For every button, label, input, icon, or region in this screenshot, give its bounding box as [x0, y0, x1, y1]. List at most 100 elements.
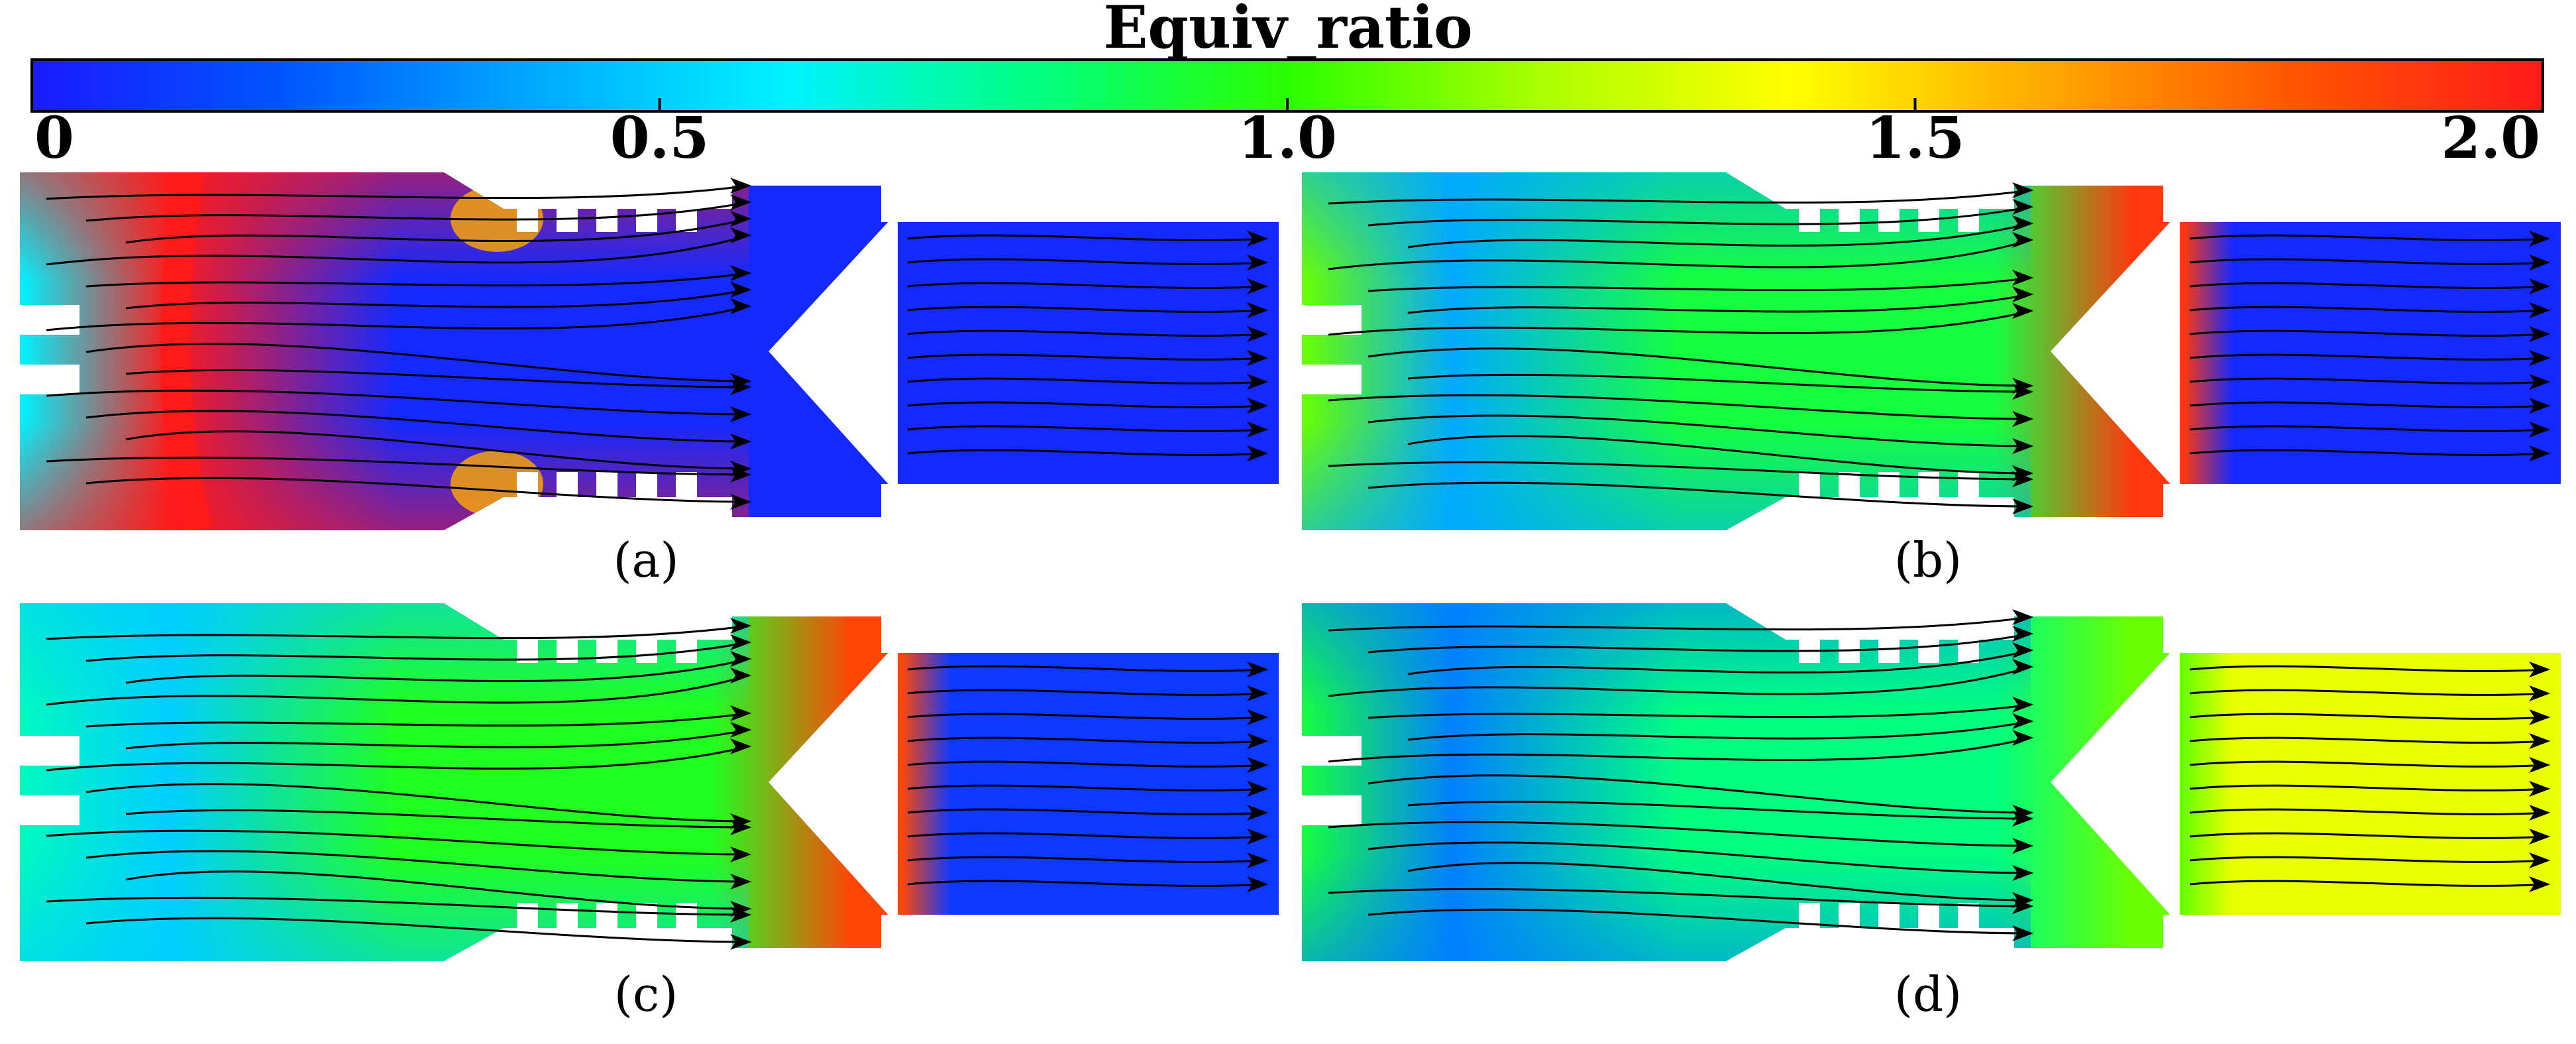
flow-arrow — [730, 634, 752, 651]
flow-arrow — [1247, 421, 1269, 438]
streamline — [1368, 703, 2031, 719]
streamline — [907, 234, 1266, 241]
streamline — [1368, 841, 2031, 874]
flow-arrow — [1247, 661, 1269, 678]
streamline — [125, 288, 749, 310]
streamline — [46, 456, 749, 476]
wall-notch — [636, 472, 657, 498]
flow-arrow — [2012, 898, 2034, 915]
streamline — [85, 343, 749, 382]
panels: (a) (b) (c) (d) — [20, 172, 2561, 1022]
equiv-ratio-field — [20, 172, 1279, 530]
streamline — [85, 272, 749, 288]
streamline — [2189, 784, 2548, 791]
flow-arrow — [730, 493, 752, 510]
flow-arrow — [730, 406, 752, 423]
flow-arrow — [2012, 302, 2034, 319]
streamline — [46, 745, 749, 772]
streamline — [907, 353, 1266, 361]
flow-arrow — [2012, 182, 2034, 199]
streamline — [1368, 276, 2031, 292]
panel-caption: (a) — [613, 532, 678, 588]
flow-arrow — [2529, 302, 2551, 319]
streamline — [2189, 282, 2548, 289]
flow-arrow — [1247, 397, 1269, 414]
streamline — [125, 430, 749, 470]
streamline — [907, 760, 1266, 768]
flow-arrow — [730, 933, 752, 951]
flow-arrow — [2529, 373, 2551, 390]
flow-arrow — [1247, 302, 1269, 319]
flow-arrow — [2012, 810, 2034, 827]
colorbar-tick-label: 0.5 — [610, 105, 710, 172]
flow-arrow — [2012, 925, 2034, 942]
flow-arrow — [2012, 729, 2034, 746]
streamline — [85, 712, 749, 728]
streamline — [85, 783, 749, 823]
flow-arrow — [730, 721, 752, 738]
flow-arrow — [730, 378, 752, 396]
streamline — [1407, 435, 2031, 475]
wall-notch — [1958, 472, 1979, 498]
v-gutter-flameholder — [2051, 219, 2180, 487]
flow-arrow — [2012, 837, 2034, 854]
streamline — [1368, 205, 2031, 227]
panel-caption: (b) — [1894, 532, 1962, 588]
streamline — [1328, 821, 2031, 847]
streamline — [46, 829, 749, 856]
wall-notch — [636, 207, 657, 232]
streamline — [2189, 329, 2548, 337]
flow-arrow — [2012, 269, 2034, 286]
wall-notch — [1878, 207, 1900, 232]
flow-arrow — [2012, 498, 2034, 515]
colorbar-tick-label: 0 — [34, 105, 74, 172]
flow-arrow — [2012, 383, 2034, 400]
streamline — [2189, 856, 2548, 863]
flow-arrow — [2012, 286, 2034, 303]
flow-arrow — [730, 906, 752, 923]
streamline — [125, 369, 749, 388]
streamline — [85, 917, 749, 943]
streamline — [46, 624, 749, 640]
flow-arrow — [2529, 780, 2551, 797]
streamline — [907, 306, 1266, 313]
flow-arrow — [2529, 685, 2551, 702]
flow-arrow — [730, 177, 752, 194]
streamline — [2189, 808, 2548, 815]
flow-arrow — [2529, 230, 2551, 247]
wall-notch — [1799, 207, 1820, 232]
flow-arrow — [1247, 230, 1269, 247]
streamline — [907, 713, 1266, 720]
streamline — [907, 665, 1266, 672]
streamline — [907, 425, 1266, 432]
streamline — [1407, 720, 2031, 741]
streamline — [85, 477, 749, 503]
flow-arrow — [730, 819, 752, 836]
flow-arrow — [730, 264, 752, 282]
streamline — [125, 870, 749, 910]
streamline — [2189, 713, 2548, 720]
flow-arrow — [2012, 642, 2034, 659]
streamline — [1368, 414, 2031, 447]
streamline — [46, 184, 749, 200]
flow-arrow — [2529, 421, 2551, 438]
streamline — [125, 217, 749, 244]
colorbar-tick-label: 2.0 — [2441, 105, 2540, 172]
streamline — [907, 377, 1266, 384]
wall-notch — [1958, 903, 1979, 929]
wall-notch — [1918, 638, 1939, 663]
flow-arrow — [2012, 864, 2034, 882]
streamline — [2189, 353, 2548, 361]
flow-arrow — [2529, 732, 2551, 750]
flow-arrow — [1247, 876, 1269, 893]
streamline — [85, 410, 749, 443]
flow-arrow — [730, 705, 752, 722]
flow-arrow — [2529, 876, 2551, 893]
colorbar-ticks: 0 0.5 1.0 1.5 2.0 — [30, 98, 2544, 172]
streamlines — [1328, 182, 2551, 515]
panel-caption: (c) — [614, 966, 678, 1022]
v-gutter-flameholder — [2051, 650, 2180, 918]
flow-arrow — [2529, 349, 2551, 367]
streamline — [2189, 234, 2548, 241]
